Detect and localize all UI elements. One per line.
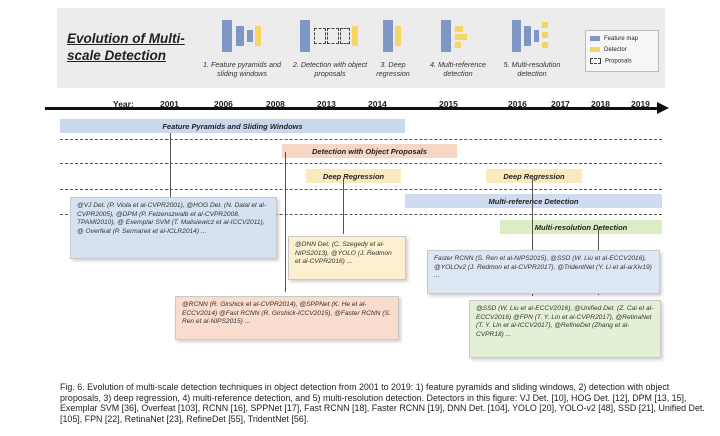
divider	[60, 163, 662, 164]
connector-line	[170, 133, 171, 197]
stage-4-label: 4. Multi-reference detection	[430, 60, 486, 78]
year-2017: 2017	[551, 99, 570, 109]
connector-line	[285, 152, 286, 292]
stage-5-label: 5. Multi-resolution detection	[503, 60, 561, 78]
stage-5-illustration	[512, 18, 552, 54]
year-2019: 2019	[631, 99, 650, 109]
stage-2-illustration	[300, 18, 362, 54]
stage-2-label: 2. Detection with object proposals	[292, 60, 368, 78]
card-multi-resolution-papers: @SSD (W. Liu et al-ECCV2016), @Unified D…	[469, 300, 661, 358]
card-object-proposals-papers: @RCNN (R. Girshick et al-CVPR2014), @SPP…	[175, 296, 399, 340]
header-panel	[57, 8, 665, 88]
stage-3-illustration	[383, 18, 403, 54]
band-multi-reference: Multi-reference Detection	[405, 194, 662, 208]
year-2018: 2018	[591, 99, 610, 109]
divider	[60, 189, 662, 190]
card-feature-pyramids-papers: @VJ Det. (P. Viola et al-CVPR2001), @HOG…	[70, 197, 277, 259]
connector-line	[343, 178, 344, 234]
legend-proposals: Proposals	[590, 58, 632, 65]
year-2013: 2013	[317, 99, 336, 109]
card-deep-regression-papers: @DNN Det. (C. Szegedy et al-NIPS2013), @…	[288, 236, 406, 280]
year-2014: 2014	[368, 99, 387, 109]
stage-3-label: 3. Deep regression	[376, 60, 410, 78]
connector-line	[532, 178, 533, 296]
band-object-proposals: Detection with Object Proposals	[282, 144, 457, 158]
band-multi-resolution: Multi-resolution Detection	[500, 220, 662, 234]
timeline-arrow-icon	[657, 102, 669, 114]
band-deep-regression-1: Deep Regression	[306, 169, 401, 183]
stage-1-label: 1. Feature pyramids and sliding windows	[203, 60, 281, 78]
year-label-heading: Year:	[113, 99, 134, 109]
legend-feature-map: Feature map	[590, 36, 638, 42]
band-feature-pyramids: Feature Pyramids and Sliding Windows	[60, 119, 405, 133]
divider	[60, 139, 662, 140]
year-2001: 2001	[160, 99, 179, 109]
card-multi-reference-papers: Faster RCNN (S. Ren et al-NIPS2015), @SS…	[427, 250, 660, 294]
legend: Feature map Detector Proposals	[585, 30, 659, 72]
legend-detector: Detector	[590, 47, 627, 53]
figure-title: Evolution of Multi-scale Detection	[67, 31, 185, 63]
year-2006: 2006	[214, 99, 233, 109]
timeline-axis	[45, 107, 659, 110]
stage-4-illustration	[441, 18, 477, 54]
year-2008: 2008	[266, 99, 285, 109]
divider	[60, 214, 662, 215]
year-2015: 2015	[439, 99, 458, 109]
stage-1-illustration	[222, 18, 262, 54]
figure-caption: Fig. 6. Evolution of multi-scale detecti…	[60, 382, 705, 424]
year-2016: 2016	[508, 99, 527, 109]
band-deep-regression-2: Deep Regression	[486, 169, 582, 183]
